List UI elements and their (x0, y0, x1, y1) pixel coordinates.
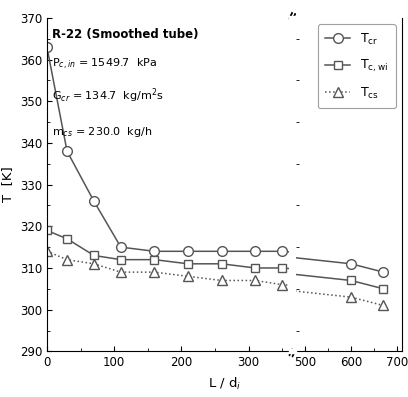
Text: m$_{cs}$ = 230.0  kg/h: m$_{cs}$ = 230.0 kg/h (52, 125, 153, 139)
Text: P$_{c,in}$ = 1549.7  kPa: P$_{c,in}$ = 1549.7 kPa (52, 57, 157, 72)
Text: L / d$_i$: L / d$_i$ (208, 376, 241, 392)
Y-axis label: T  [K]: T [K] (1, 167, 14, 202)
Text: G$_{cr}$ = 134.7  kg/m$^2$s: G$_{cr}$ = 134.7 kg/m$^2$s (52, 87, 164, 105)
Text: R-22 (Smoothed tube): R-22 (Smoothed tube) (52, 28, 199, 41)
Legend: T$_{\rm cr}$, T$_{\rm c,wi}$, T$_{\rm cs}$: T$_{\rm cr}$, T$_{\rm c,wi}$, T$_{\rm cs… (318, 24, 396, 108)
